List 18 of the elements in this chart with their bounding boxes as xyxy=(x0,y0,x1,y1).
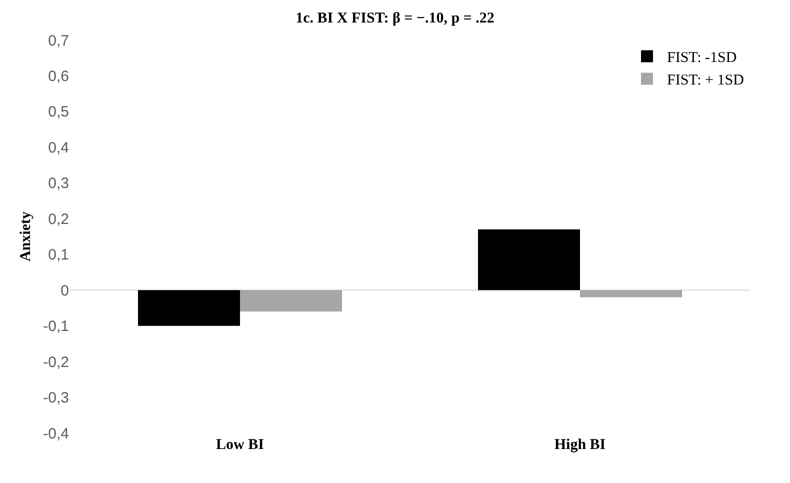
y-tick-label: -0,4 xyxy=(43,425,69,442)
y-tick-label: -0,2 xyxy=(43,354,69,371)
y-tick-label: 0,4 xyxy=(48,139,69,156)
y-tick-label: 0,5 xyxy=(48,104,69,121)
y-tick-label: -0,1 xyxy=(43,318,69,336)
y-tick-label: 0,2 xyxy=(48,210,69,228)
legend-label: FIST: + 1SD xyxy=(667,72,744,89)
x-tick-label: High BI xyxy=(554,437,606,453)
chart-title: 1c. BI X FIST: β = −.10, p = .22 xyxy=(296,10,494,27)
y-tick-label: 0 xyxy=(60,282,69,300)
y-axis-title: Anxiety xyxy=(18,211,34,262)
y-tick-label: 0,6 xyxy=(48,68,69,85)
y-tick-label: 0,7 xyxy=(48,32,69,50)
x-tick-label: Low BI xyxy=(216,437,264,453)
y-tick-label: 0,1 xyxy=(48,246,69,264)
y-tick-label: 0,3 xyxy=(48,175,69,192)
legend-label: FIST: -1SD xyxy=(667,50,737,66)
y-tick-label: -0,3 xyxy=(43,390,69,407)
